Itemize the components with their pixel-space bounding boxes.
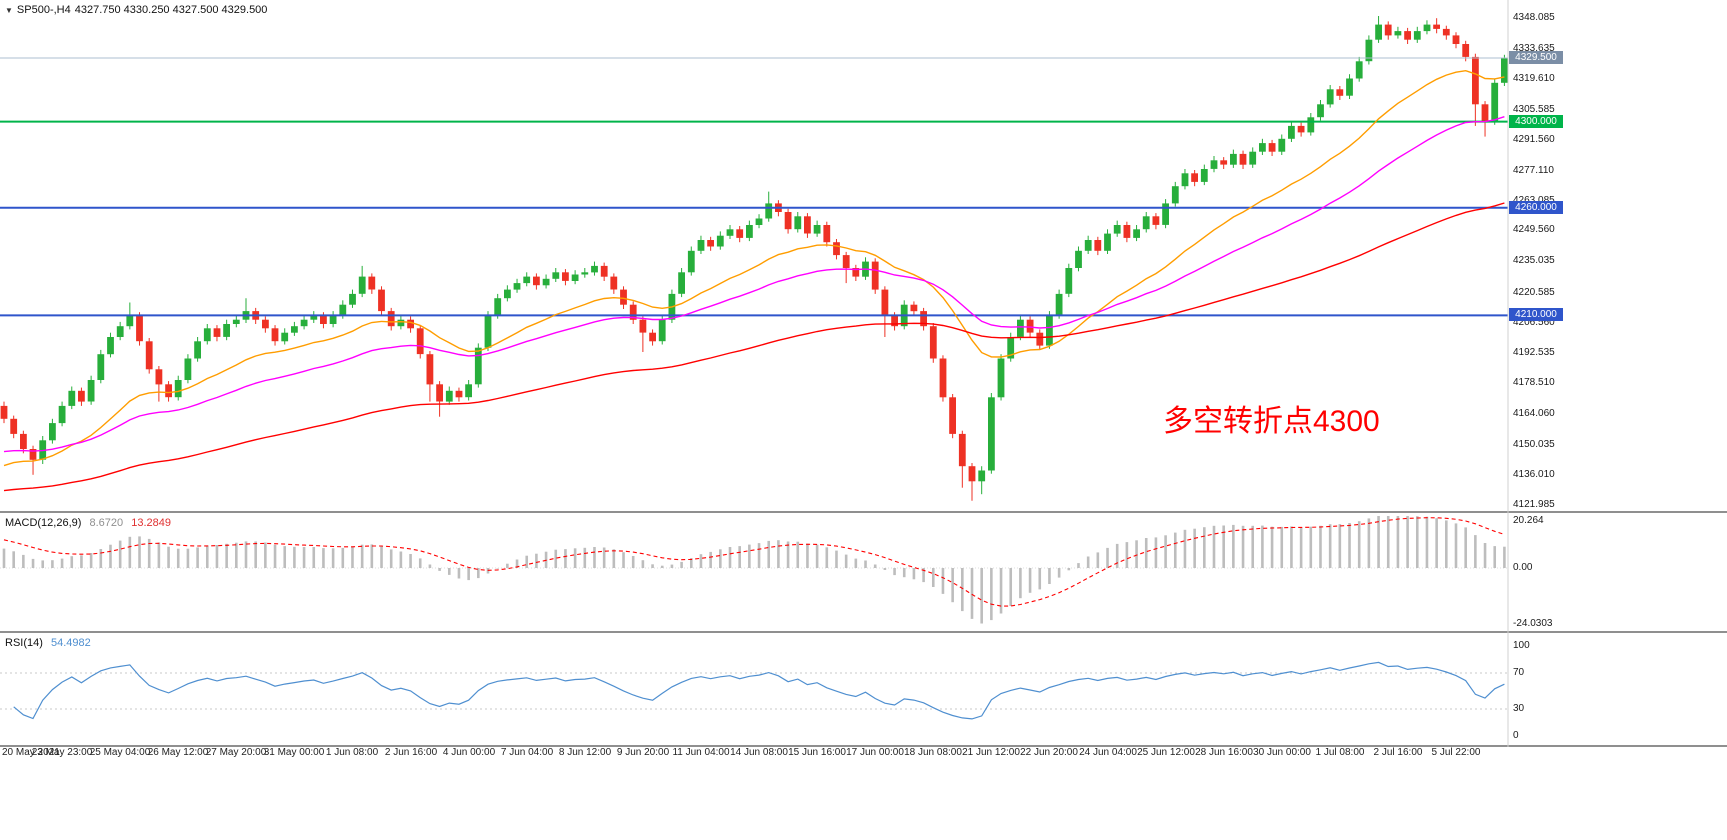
price-scale-label: 4319.610 <box>1513 73 1555 84</box>
price-scale-label: 4178.510 <box>1513 377 1555 388</box>
price-scale-label: 4192.535 <box>1513 347 1555 358</box>
panel-separator <box>0 631 1727 633</box>
price-scale-label: 4164.060 <box>1513 408 1555 419</box>
rsi-scale-label: 100 <box>1513 640 1530 651</box>
rsi-scale-label: 70 <box>1513 667 1525 678</box>
price-scale-label: 4121.985 <box>1513 499 1555 510</box>
price-scale-label: 4291.560 <box>1513 134 1555 145</box>
time-axis-label: 20 May 2021 <box>2 747 60 758</box>
time-axis-label: 27 May 20:00 <box>205 747 267 758</box>
time-axis-label: 23 May 23:00 <box>31 747 93 758</box>
time-axis-label: 26 May 12:00 <box>147 747 209 758</box>
time-axis-label: 4 Jun 00:00 <box>442 747 496 758</box>
price-scale-label: 4263.085 <box>1513 195 1555 207</box>
rsi-scale-label: 0 <box>1513 730 1519 741</box>
price-tag: 4300.000 <box>1509 115 1563 128</box>
rsi-name-label: RSI(14) <box>5 637 43 649</box>
time-axis-label: 1 Jul 08:00 <box>1315 747 1365 758</box>
panel-separator <box>0 511 1727 513</box>
rsi-indicator-label: RSI(14) 54.4982 <box>5 637 91 649</box>
time-axis-label: 24 Jun 04:00 <box>1079 747 1137 758</box>
time-axis-label: 7 Jun 04:00 <box>500 747 554 758</box>
price-scale-label: 4348.085 <box>1513 12 1555 23</box>
time-axis-label: 31 May 00:00 <box>263 747 325 758</box>
time-axis-label: 1 Jun 08:00 <box>325 747 379 758</box>
price-scale-label: 4206.560 <box>1513 317 1555 328</box>
price-scale-label: 4305.585 <box>1513 104 1555 115</box>
price-scale-label: 4150.035 <box>1513 439 1555 450</box>
price-scale-label: 4235.035 <box>1513 255 1555 266</box>
rsi-value: 54.4982 <box>50 637 91 649</box>
time-axis-label: 11 Jun 04:00 <box>672 747 730 758</box>
moving-average-lines <box>3 69 1505 492</box>
time-axis[interactable]: 20 May 2021 23 May 23:00 25 May 04:00 26 Ma… <box>0 747 1508 763</box>
time-axis-label: 18 Jun 08:00 <box>904 747 962 758</box>
time-axis-label: 9 Jun 20:00 <box>616 747 670 758</box>
macd-signal-value: 13.2849 <box>131 517 171 529</box>
time-axis-label: 8 Jun 12:00 <box>558 747 612 758</box>
price-scale-label: 4136.010 <box>1513 469 1555 480</box>
price-tag: 4210.000 <box>1509 308 1563 321</box>
time-axis-label: 21 Jun 12:00 <box>962 747 1020 758</box>
price-scale-label: 4249.560 <box>1513 224 1555 235</box>
time-axis-label: 5 Jul 22:00 <box>1431 747 1481 758</box>
time-axis-label: 25 May 04:00 <box>89 747 151 758</box>
macd-scale-label: -24.0303 <box>1513 618 1553 629</box>
time-axis-label: 30 Jun 00:00 <box>1253 747 1311 758</box>
time-axis-label: 22 Jun 20:00 <box>1020 747 1078 758</box>
price-scale[interactable]: 4348.085 4333.635 4319.610 4305.585 4291.560… <box>1508 0 1727 513</box>
price-tag: 4329.500 <box>1509 51 1563 64</box>
price-scale-label: 4277.110 <box>1513 165 1554 176</box>
macd-scale-label: 20.264 <box>1513 515 1544 526</box>
ohlc-values-label: 4327.750 4330.250 4327.500 4329.500 <box>74 4 268 16</box>
macd-name-label: MACD(12,26,9) <box>5 517 82 529</box>
horizontal-level-lines <box>0 57 1508 317</box>
macd-series <box>0 516 1508 624</box>
macd-indicator-label: MACD(12,26,9) 8.6720 13.2849 <box>5 517 171 529</box>
symbol-info-bar: ▼ SP500-,H4 4327.750 4330.250 4327.500 4… <box>5 4 267 16</box>
rsi-scale-label: 30 <box>1513 703 1525 714</box>
macd-scale-label: 0.00 <box>1513 562 1533 573</box>
collapse-triangle-icon[interactable]: ▼ <box>5 5 13 15</box>
candlestick-series <box>0 16 1508 501</box>
price-tag: 4260.000 <box>1509 201 1563 214</box>
rsi-scale[interactable]: 100 70 30 0 <box>1508 633 1727 747</box>
macd-scale[interactable]: 20.264 0.00 -24.0303 <box>1508 513 1727 633</box>
time-axis-label: 17 Jun 00:00 <box>846 747 904 758</box>
time-axis-label: 28 Jun 16:00 <box>1195 747 1253 758</box>
time-axis-label: 2 Jun 16:00 <box>384 747 438 758</box>
rsi-series <box>0 661 1508 720</box>
time-axis-label: 25 Jun 12:00 <box>1137 747 1195 758</box>
chart-annotation: 多空转折点4300 <box>1163 405 1380 438</box>
macd-main-value: 8.6720 <box>89 517 124 529</box>
symbol-period-label: SP500-,H4 <box>16 4 71 16</box>
time-axis-label: 14 Jun 08:00 <box>730 747 788 758</box>
panel-separator <box>0 745 1727 747</box>
time-axis-label: 15 Jun 16:00 <box>788 747 846 758</box>
time-axis-label: 2 Jul 16:00 <box>1373 747 1423 758</box>
price-scale-label: 4220.585 <box>1513 287 1555 298</box>
price-scale-label: 4333.635 <box>1513 43 1555 54</box>
